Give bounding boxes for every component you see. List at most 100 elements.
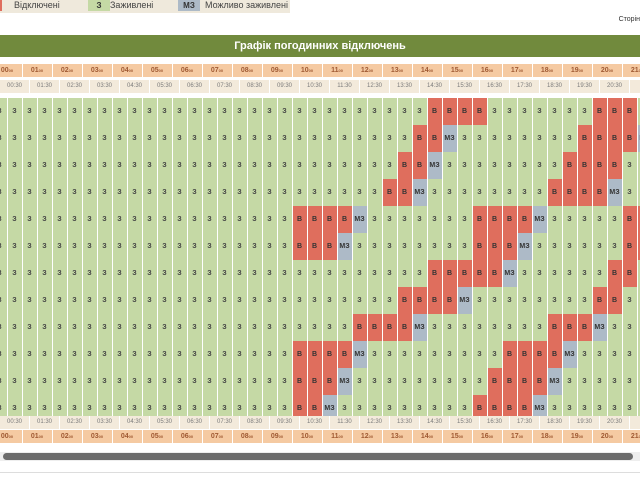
schedule-cell: З xyxy=(52,152,68,179)
schedule-cell: З xyxy=(607,341,623,368)
schedule-cell: З xyxy=(412,233,428,260)
scrollbar-thumb[interactable] xyxy=(3,453,633,460)
schedule-cell: В xyxy=(622,260,638,287)
schedule-cell: З xyxy=(427,179,443,206)
schedule-cell: З xyxy=(187,260,203,287)
schedule-cell: З xyxy=(247,233,263,260)
schedule-cell: З xyxy=(82,341,98,368)
schedule-cell: З xyxy=(367,341,383,368)
schedule-cell: З xyxy=(367,260,383,287)
schedule-cell: З xyxy=(532,260,548,287)
horizontal-scrollbar[interactable] xyxy=(0,452,640,461)
schedule-cell: В xyxy=(352,314,368,341)
schedule-cell: В xyxy=(292,395,308,422)
schedule-cell: В xyxy=(502,395,518,422)
schedule-cell: З xyxy=(0,287,8,314)
half-hour-label: 14:30 xyxy=(420,80,450,93)
half-hour-label: 04:30 xyxy=(120,80,150,93)
schedule-cell: З xyxy=(97,152,113,179)
schedule-cell: З xyxy=(637,395,640,422)
schedule-cell: З xyxy=(52,260,68,287)
schedule-cell: З xyxy=(517,287,533,314)
hour-label: 0500 xyxy=(142,64,173,77)
schedule-cell: З xyxy=(457,368,473,395)
schedule-cell: З xyxy=(67,98,83,125)
schedule-cell: З xyxy=(562,395,578,422)
schedule-cell: З xyxy=(127,395,143,422)
schedule-cell: З xyxy=(592,341,608,368)
schedule-cell: З xyxy=(0,125,8,152)
schedule-cell: З xyxy=(67,287,83,314)
half-hour-label: 08:30 xyxy=(240,80,270,93)
schedule-cell: З xyxy=(232,260,248,287)
schedule-cell: З xyxy=(52,395,68,422)
schedule-cell: В xyxy=(592,98,608,125)
hour-label: 0500 xyxy=(142,430,173,443)
schedule-cell: В xyxy=(502,206,518,233)
schedule-cell: З xyxy=(262,260,278,287)
schedule-row: ЗЗЗЗЗЗЗЗЗЗЗЗЗЗЗЗЗЗЗЗЗЗЗЗЗЗВВМЗЗЗЗЗЗЗЗЗВВ… xyxy=(0,179,640,206)
schedule-cell: З xyxy=(367,206,383,233)
schedule-cell: З xyxy=(22,368,38,395)
page-link[interactable]: Сторін xyxy=(618,16,640,23)
hour-label: 0000 xyxy=(0,64,23,77)
schedule-cell: В xyxy=(472,206,488,233)
schedule-cell: З xyxy=(562,98,578,125)
half-hour-label: 19:30 xyxy=(570,80,600,93)
half-hour-label: 11:30 xyxy=(330,416,360,429)
hour-label: 0200 xyxy=(52,64,83,77)
schedule-cell: З xyxy=(277,260,293,287)
schedule-cell: З xyxy=(442,206,458,233)
half-hour-label: 17:30 xyxy=(510,80,540,93)
schedule-cell: З xyxy=(472,287,488,314)
schedule-cell: З xyxy=(502,125,518,152)
schedule-cell: З xyxy=(157,125,173,152)
schedule-cell: З xyxy=(187,233,203,260)
schedule-cell: З xyxy=(157,341,173,368)
schedule-cell: З xyxy=(37,287,53,314)
schedule-cell: МЗ xyxy=(412,179,428,206)
schedule-cell: В xyxy=(292,233,308,260)
schedule-cell: З xyxy=(22,98,38,125)
schedule-cell: З xyxy=(142,341,158,368)
schedule-cell: В xyxy=(457,98,473,125)
schedule-row: ЗЗЗЗЗЗЗЗЗЗЗЗЗЗЗЗЗЗЗЗЗЗЗЗЗЗЗВВМЗЗЗЗЗЗЗЗЗВ… xyxy=(0,152,640,179)
schedule-cell: З xyxy=(187,125,203,152)
schedule-cell: З xyxy=(622,179,638,206)
schedule-cell: З xyxy=(517,98,533,125)
half-hour-label: 08:30 xyxy=(240,416,270,429)
schedule-cell: З xyxy=(142,125,158,152)
schedule-cell: З xyxy=(157,260,173,287)
schedule-cell: З xyxy=(157,287,173,314)
schedule-cell: З xyxy=(592,368,608,395)
schedule-cell: З xyxy=(412,395,428,422)
schedule-cell: З xyxy=(22,233,38,260)
schedule-cell: З xyxy=(97,125,113,152)
schedule-cell: З xyxy=(562,125,578,152)
schedule-cell: МЗ xyxy=(517,233,533,260)
schedule-cell: З xyxy=(232,395,248,422)
schedule-cell: З xyxy=(532,233,548,260)
hour-label: 0700 xyxy=(202,430,233,443)
schedule-cell: З xyxy=(37,179,53,206)
schedule-cell: З xyxy=(52,206,68,233)
schedule-cell: З xyxy=(127,368,143,395)
schedule-cell: З xyxy=(247,98,263,125)
schedule-cell: З xyxy=(22,341,38,368)
schedule-cell: З xyxy=(187,341,203,368)
schedule-cell: З xyxy=(0,233,8,260)
schedule-cell: З xyxy=(7,260,23,287)
hour-label: 1100 xyxy=(322,430,353,443)
schedule-cell: В xyxy=(397,287,413,314)
schedule-cell: З xyxy=(292,260,308,287)
schedule-cell: З xyxy=(232,179,248,206)
schedule-cell: З xyxy=(232,233,248,260)
schedule-cell: З xyxy=(382,260,398,287)
schedule-cell: МЗ xyxy=(352,341,368,368)
schedule-cell: В xyxy=(292,368,308,395)
schedule-cell: В xyxy=(307,233,323,260)
schedule-cell: З xyxy=(247,152,263,179)
schedule-cell: З xyxy=(472,179,488,206)
schedule-cell: З xyxy=(97,341,113,368)
